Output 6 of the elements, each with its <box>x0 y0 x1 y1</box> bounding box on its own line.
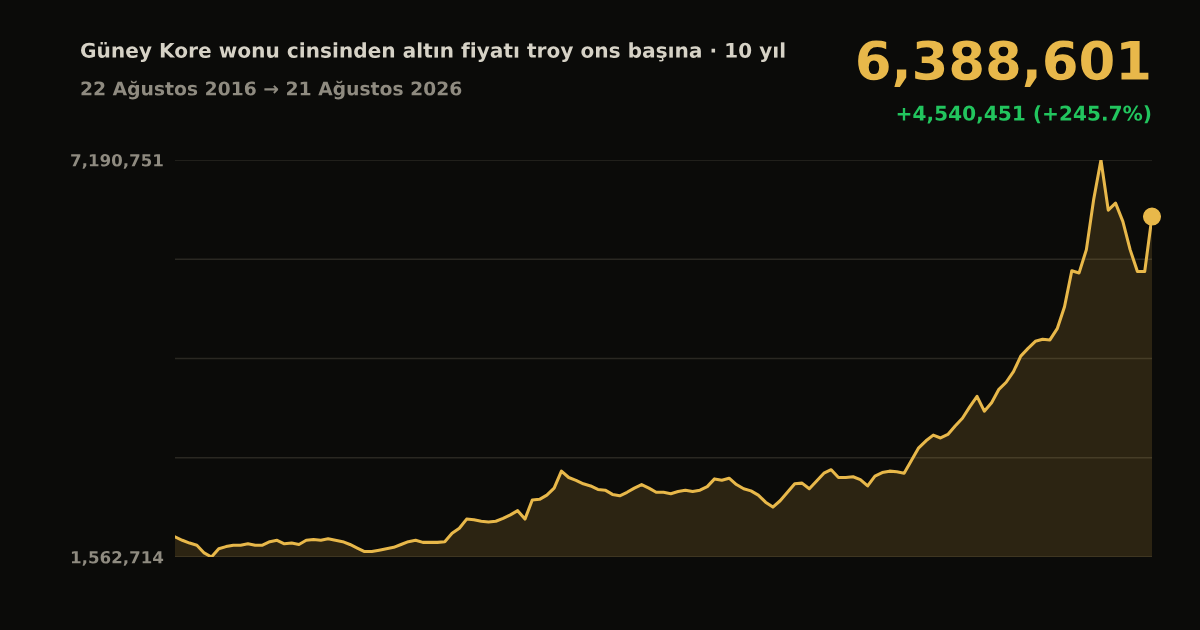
chart-title: Güney Kore wonu cinsinden altın fiyatı troy ons başına · 10 yıl <box>81 42 785 62</box>
chart-subtitle: 22 Ağustos 2016 → 21 Ağustos 2026 <box>81 80 462 100</box>
y-tick-label: 1,562,714 <box>71 550 164 566</box>
text: 6,388,601 <box>858 40 1149 88</box>
y-tick-label: 7,190,751 <box>71 153 163 169</box>
text: +4,540,451 (+245.7%) <box>897 105 1151 124</box>
